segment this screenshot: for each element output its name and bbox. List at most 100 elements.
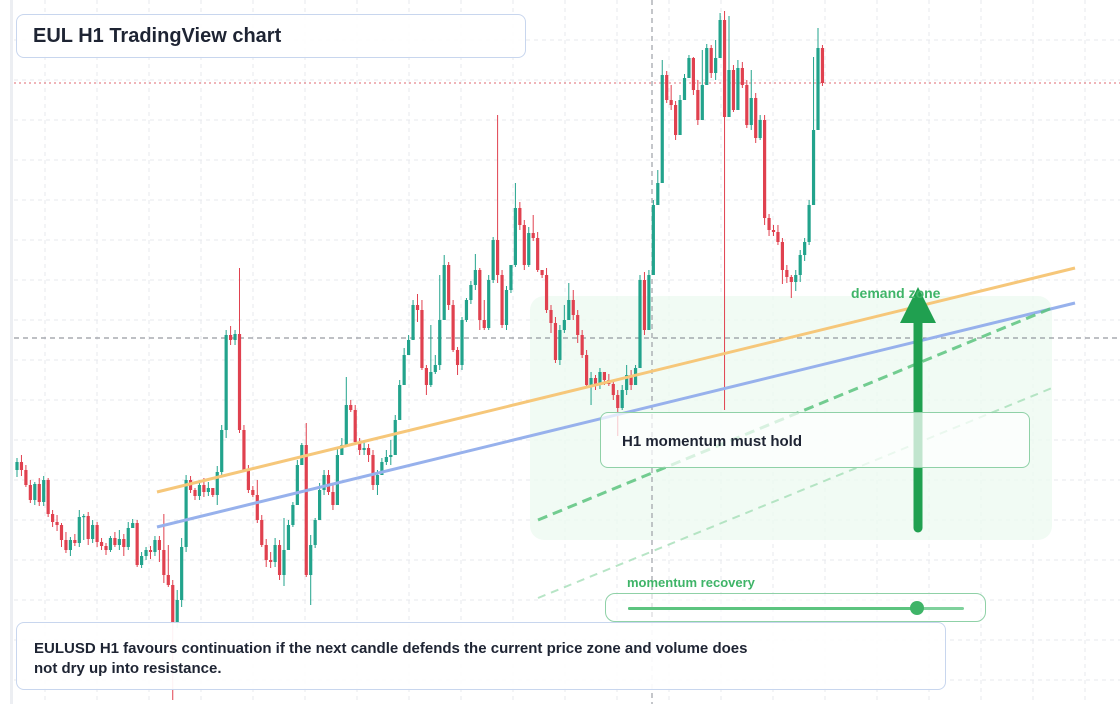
candle-body: [335, 455, 339, 505]
candle: [380, 458, 384, 475]
candle: [464, 298, 469, 322]
candle: [73, 534, 77, 546]
candle-body: [135, 523, 139, 565]
candle: [749, 70, 753, 130]
candle: [398, 380, 402, 420]
candle: [295, 460, 299, 505]
candle: [580, 330, 584, 358]
candle-body: [540, 270, 544, 275]
candle-body: [705, 48, 709, 85]
candle: [651, 200, 655, 275]
candle-body: [353, 410, 357, 442]
candle-body: [794, 275, 798, 282]
candle: [740, 62, 744, 88]
candle: [776, 225, 780, 245]
candle: [682, 74, 687, 100]
candle-body: [108, 538, 113, 550]
candle: [442, 255, 446, 320]
candle-body: [282, 550, 286, 575]
signal-panel: H1 momentum must hold: [600, 412, 1030, 468]
candle-body: [776, 232, 780, 242]
candle-body: [366, 448, 371, 455]
candle: [794, 270, 798, 291]
candle-body: [665, 75, 669, 100]
candle: [233, 330, 237, 345]
candle-body: [24, 470, 28, 485]
candle-body: [513, 208, 517, 265]
candle: [113, 532, 117, 547]
candle: [678, 95, 682, 135]
candle-body: [571, 300, 575, 315]
candle-body: [727, 70, 731, 117]
candle-body: [771, 230, 776, 232]
candle-body: [589, 378, 593, 385]
candle: [420, 300, 424, 370]
candle: [242, 425, 246, 472]
candle: [340, 438, 344, 455]
candle-body: [126, 528, 130, 547]
candle: [700, 50, 704, 120]
candle-body: [767, 218, 771, 230]
candle-body: [438, 320, 442, 365]
candle: [576, 310, 580, 343]
candle-body: [789, 277, 793, 282]
candle: [144, 547, 148, 560]
candle-body: [171, 585, 175, 622]
candle: [366, 444, 371, 462]
candle: [407, 335, 411, 355]
candle-body: [51, 514, 55, 522]
candle-body: [384, 457, 388, 462]
candle: [429, 325, 433, 387]
candle-body: [455, 350, 460, 365]
candle-body: [237, 334, 242, 430]
momentum-knob[interactable]: [909, 601, 924, 615]
candle-body: [722, 20, 727, 117]
candle: [433, 355, 437, 374]
candle-body: [37, 484, 41, 502]
candle: [460, 317, 464, 370]
candle-body: [362, 448, 366, 450]
candle-body: [518, 208, 522, 225]
candle: [647, 270, 651, 330]
candle-body: [19, 462, 24, 470]
candle-body: [273, 545, 277, 562]
candle-body: [309, 545, 313, 575]
candle-body: [277, 545, 282, 575]
candle-body: [122, 539, 126, 547]
candle: [229, 326, 233, 345]
candle: [620, 385, 624, 410]
candle: [282, 518, 286, 586]
candle: [206, 482, 210, 496]
candle-body: [358, 442, 362, 450]
candle: [126, 522, 130, 550]
candle-body: [602, 372, 606, 380]
candle: [215, 466, 219, 505]
candle: [816, 28, 820, 130]
candle: [68, 537, 72, 556]
candle-body: [473, 270, 477, 285]
candle-body: [389, 455, 393, 457]
candle: [140, 552, 144, 568]
candle-body: [714, 58, 718, 73]
candle-body: [616, 395, 620, 408]
candle: [803, 238, 807, 261]
candle: [55, 515, 59, 531]
candle: [51, 510, 55, 527]
candle-body: [46, 480, 50, 514]
candle-body: [349, 405, 353, 410]
candle: [754, 93, 758, 143]
candle: [500, 270, 504, 328]
momentum-fill: [628, 607, 917, 610]
candle-body: [95, 525, 99, 542]
candle-body: [211, 488, 215, 495]
candle-body: [255, 495, 259, 520]
candle-body: [527, 233, 531, 265]
candle-body: [531, 233, 535, 238]
candle: [558, 325, 562, 365]
candle: [224, 330, 228, 438]
candle-body: [536, 238, 540, 270]
candle-body: [798, 255, 802, 275]
candle: [237, 268, 242, 433]
candle-body: [678, 100, 682, 135]
